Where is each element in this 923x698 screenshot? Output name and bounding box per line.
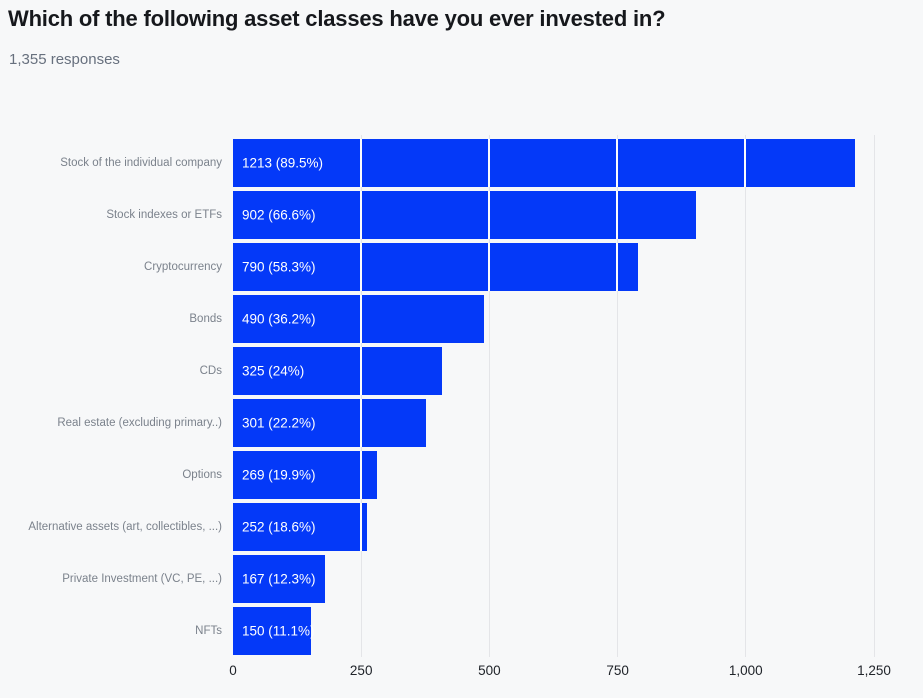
category-labels-column: Stock of the individual company Stock ind… [0, 135, 222, 657]
category-label: Stock indexes or ETFs [106, 208, 222, 221]
gridline-over-bar [359, 503, 362, 551]
gridline-over-bar [359, 139, 362, 187]
bar[interactable]: 167 (12.3%) [233, 555, 325, 603]
bar[interactable]: 252 (18.6%) [233, 503, 367, 551]
bar[interactable]: 1213 (89.5%) [233, 139, 856, 187]
gridline-over-bar [616, 243, 619, 291]
x-tick-label: 1,250 [857, 663, 891, 678]
x-tick-label: 250 [349, 663, 373, 678]
gridline-over-bar [616, 191, 619, 239]
gridline [745, 135, 747, 657]
gridline [488, 135, 490, 657]
plot-area: 1213 (89.5%) 902 (66.6%) 790 (58.3%) 490 (3… [233, 135, 875, 657]
x-tick-label: 1,000 [728, 663, 763, 678]
category-label: Alternative assets (art, collectibles, .… [28, 520, 222, 533]
bar[interactable]: 325 (24%) [233, 347, 442, 395]
category-label: Stock of the individual company [60, 156, 222, 169]
bar[interactable]: 269 (19.9%) [233, 451, 377, 499]
bar[interactable]: 790 (58.3%) [233, 243, 639, 291]
category-label: Private Investment (VC, PE, ...) [62, 572, 222, 585]
gridline-over-bar [744, 139, 747, 187]
bar-value-label: 902 (66.6%) [242, 207, 316, 223]
gridline-over-bar [359, 347, 362, 395]
category-label: Options [182, 468, 222, 481]
gridline-over-bar [359, 191, 362, 239]
category-label: NFTs [195, 624, 222, 637]
bar-value-label: 1213 (89.5%) [242, 155, 324, 171]
category-label: Real estate (excluding primary..) [57, 416, 222, 429]
bar-value-label: 325 (24%) [242, 363, 305, 379]
chart-title: Which of the following asset classes hav… [8, 6, 666, 31]
bar-value-label: 150 (11.1%) [242, 623, 315, 639]
gridline-over-bar [359, 295, 362, 343]
bar[interactable]: 490 (36.2%) [233, 295, 485, 343]
bar[interactable]: 150 (11.1%) [233, 607, 315, 655]
gridline-over-bar [487, 191, 490, 239]
gridline-over-bar [487, 139, 490, 187]
bar-value-label: 167 (12.3%) [242, 571, 316, 587]
response-count: 1,355 responses [9, 51, 120, 68]
category-label: CDs [199, 364, 222, 377]
x-tick-label: 750 [606, 663, 629, 678]
gridline-over-bar [359, 451, 362, 499]
bar-value-label: 490 (36.2%) [242, 311, 316, 327]
gridline [360, 135, 362, 657]
category-label: Bonds [189, 312, 222, 325]
bar[interactable]: 902 (66.6%) [233, 191, 696, 239]
bar-value-label: 301 (22.2%) [242, 415, 316, 431]
gridline [617, 135, 619, 657]
bar[interactable]: 301 (22.2%) [233, 399, 426, 447]
bar-value-label: 252 (18.6%) [242, 519, 316, 535]
gridline-over-bar [359, 399, 362, 447]
x-axis: 0 250 500 750 1,000 1,250 [229, 663, 891, 683]
gridline-over-bar [359, 243, 362, 291]
x-tick-label: 500 [478, 663, 501, 678]
bar-value-label: 269 (19.9%) [242, 467, 316, 483]
bar-value-label: 790 (58.3%) [242, 259, 316, 275]
gridline-over-bar [487, 243, 490, 291]
gridline-over-bar [616, 139, 619, 187]
category-label: Cryptocurrency [144, 260, 222, 273]
x-tick-label: 0 [229, 663, 237, 678]
gridline [873, 135, 875, 657]
